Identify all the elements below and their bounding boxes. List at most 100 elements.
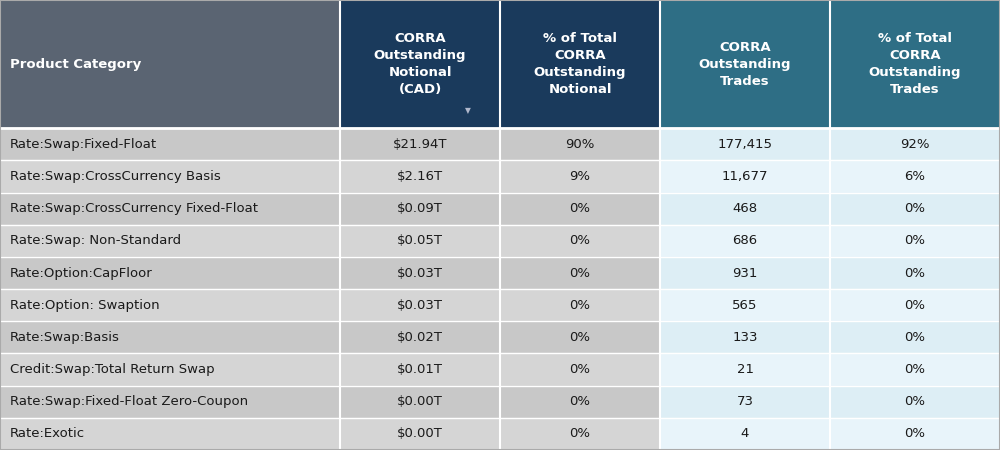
Text: Rate:Swap:CrossCurrency Fixed-Float: Rate:Swap:CrossCurrency Fixed-Float <box>10 202 258 215</box>
Text: 0%: 0% <box>904 428 926 441</box>
Bar <box>0 321 340 354</box>
Text: 0%: 0% <box>570 395 590 408</box>
Bar <box>660 289 830 321</box>
Text: 0%: 0% <box>904 363 926 376</box>
Text: 21: 21 <box>736 363 754 376</box>
Bar <box>0 386 340 418</box>
Text: CORRA
Outstanding
Notional
(CAD): CORRA Outstanding Notional (CAD) <box>374 32 466 96</box>
Text: $2.16T: $2.16T <box>397 170 443 183</box>
Text: 0%: 0% <box>570 266 590 279</box>
Text: 133: 133 <box>732 331 758 344</box>
Text: % of Total
CORRA
Outstanding
Notional: % of Total CORRA Outstanding Notional <box>534 32 626 96</box>
Bar <box>500 160 660 193</box>
Text: 0%: 0% <box>904 299 926 312</box>
Bar <box>830 386 1000 418</box>
Text: Rate:Swap:Basis: Rate:Swap:Basis <box>10 331 120 344</box>
Text: 468: 468 <box>732 202 758 215</box>
Text: ▼: ▼ <box>465 106 471 115</box>
Text: 686: 686 <box>732 234 758 248</box>
Bar <box>340 225 500 257</box>
Text: 4: 4 <box>741 428 749 441</box>
Bar <box>830 0 1000 128</box>
Bar <box>830 128 1000 160</box>
Text: 0%: 0% <box>570 363 590 376</box>
Text: Rate:Option:CapFloor: Rate:Option:CapFloor <box>10 266 153 279</box>
Text: 0%: 0% <box>570 428 590 441</box>
Bar <box>340 257 500 289</box>
Bar <box>500 289 660 321</box>
Text: $0.00T: $0.00T <box>397 428 443 441</box>
Bar <box>340 354 500 386</box>
Text: Rate:Swap:CrossCurrency Basis: Rate:Swap:CrossCurrency Basis <box>10 170 221 183</box>
Bar <box>500 386 660 418</box>
Bar <box>500 321 660 354</box>
Bar <box>340 160 500 193</box>
Text: 565: 565 <box>732 299 758 312</box>
Bar <box>340 418 500 450</box>
Text: CORRA
Outstanding
Trades: CORRA Outstanding Trades <box>699 40 791 88</box>
Text: 6%: 6% <box>904 170 926 183</box>
Text: 0%: 0% <box>570 202 590 215</box>
Bar <box>0 257 340 289</box>
Text: $21.94T: $21.94T <box>393 138 447 151</box>
Bar <box>830 418 1000 450</box>
Text: $0.03T: $0.03T <box>397 299 443 312</box>
Text: 0%: 0% <box>570 234 590 248</box>
Bar <box>340 386 500 418</box>
Text: Rate:Exotic: Rate:Exotic <box>10 428 85 441</box>
Bar <box>830 160 1000 193</box>
Text: $0.00T: $0.00T <box>397 395 443 408</box>
Text: 0%: 0% <box>570 299 590 312</box>
Bar <box>500 128 660 160</box>
Text: $0.02T: $0.02T <box>397 331 443 344</box>
Text: Rate:Swap:Fixed-Float: Rate:Swap:Fixed-Float <box>10 138 157 151</box>
Bar <box>830 225 1000 257</box>
Bar <box>500 354 660 386</box>
Bar <box>830 289 1000 321</box>
Bar <box>500 418 660 450</box>
Bar <box>660 193 830 225</box>
Bar <box>830 193 1000 225</box>
Bar <box>0 354 340 386</box>
Text: $0.01T: $0.01T <box>397 363 443 376</box>
Bar <box>660 225 830 257</box>
Bar <box>660 128 830 160</box>
Bar <box>500 0 660 128</box>
Text: Rate:Swap:Fixed-Float Zero-Coupon: Rate:Swap:Fixed-Float Zero-Coupon <box>10 395 248 408</box>
Text: 92%: 92% <box>900 138 930 151</box>
Bar <box>0 418 340 450</box>
Text: 0%: 0% <box>904 266 926 279</box>
Bar <box>340 193 500 225</box>
Bar <box>660 321 830 354</box>
Bar <box>340 128 500 160</box>
Text: 0%: 0% <box>570 331 590 344</box>
Text: Rate:Option: Swaption: Rate:Option: Swaption <box>10 299 160 312</box>
Bar <box>0 289 340 321</box>
Text: 0%: 0% <box>904 395 926 408</box>
Bar <box>340 0 500 128</box>
Text: $0.05T: $0.05T <box>397 234 443 248</box>
Text: 90%: 90% <box>565 138 595 151</box>
Bar <box>830 257 1000 289</box>
Bar <box>0 225 340 257</box>
Bar <box>660 386 830 418</box>
Bar <box>0 0 340 128</box>
Text: 11,677: 11,677 <box>722 170 768 183</box>
Bar <box>500 257 660 289</box>
Text: 73: 73 <box>736 395 754 408</box>
Bar <box>500 225 660 257</box>
Text: 0%: 0% <box>904 234 926 248</box>
Bar <box>660 160 830 193</box>
Bar <box>660 354 830 386</box>
Bar <box>500 193 660 225</box>
Text: Rate:Swap: Non-Standard: Rate:Swap: Non-Standard <box>10 234 181 248</box>
Bar <box>0 128 340 160</box>
Bar <box>830 354 1000 386</box>
Text: 931: 931 <box>732 266 758 279</box>
Text: % of Total
CORRA
Outstanding
Trades: % of Total CORRA Outstanding Trades <box>869 32 961 96</box>
Bar <box>830 321 1000 354</box>
Bar <box>660 257 830 289</box>
Text: Product Category: Product Category <box>10 58 141 71</box>
Text: $0.03T: $0.03T <box>397 266 443 279</box>
Text: 9%: 9% <box>570 170 590 183</box>
